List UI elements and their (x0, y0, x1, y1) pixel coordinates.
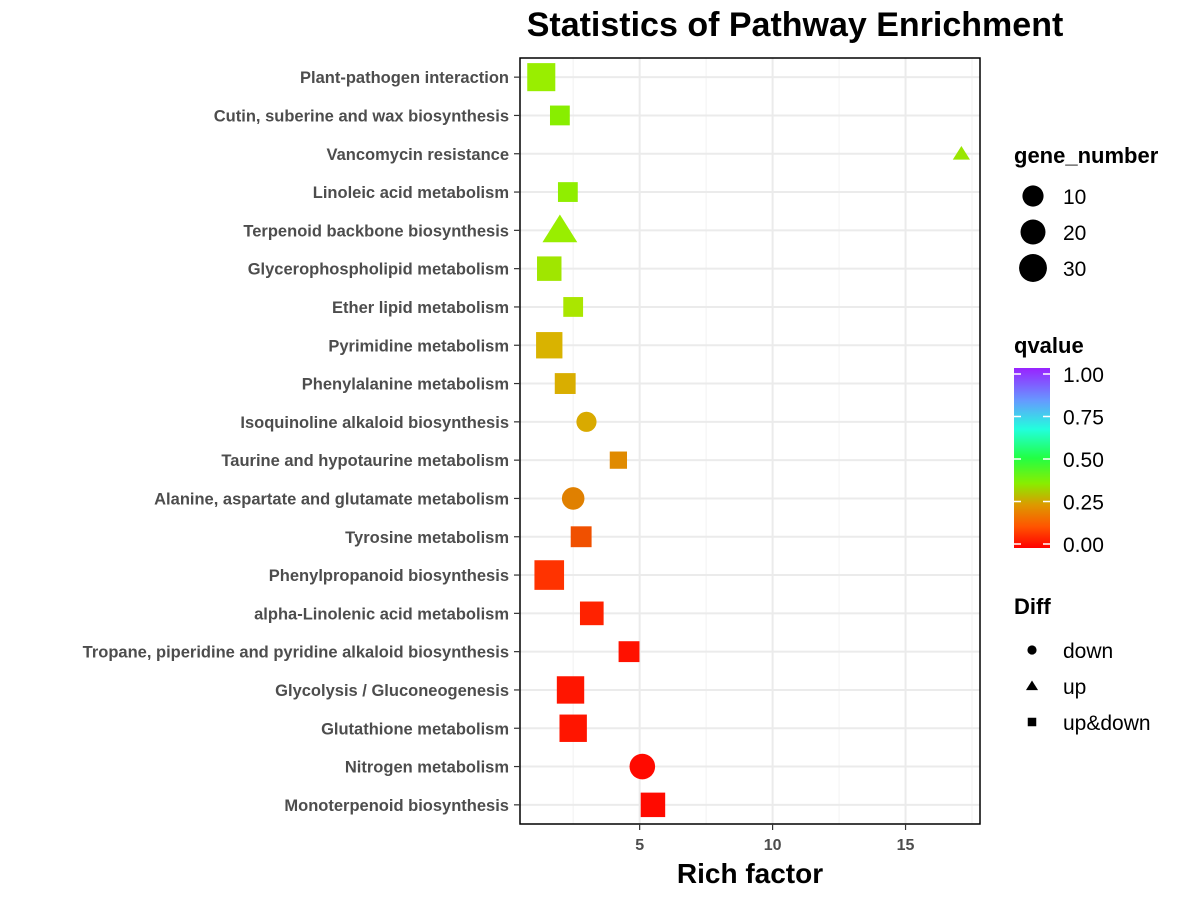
y-tick-label: Phenylpropanoid biosynthesis (269, 567, 509, 585)
data-point (952, 145, 970, 160)
chart-title: Statistics of Pathway Enrichment (527, 6, 1064, 44)
data-point (556, 676, 585, 704)
y-tick-label: Linoleic acid metabolism (313, 184, 509, 202)
data-point (542, 214, 578, 243)
data-point (561, 487, 585, 510)
data-point (557, 182, 578, 202)
y-tick-label: Alanine, aspartate and glutamate metabol… (154, 490, 509, 508)
y-tick-label: Pyrimidine metabolism (328, 337, 509, 355)
gene-number-legend: gene_number 10 20 30 (1014, 143, 1159, 282)
y-tick-label: Plant-pathogen interaction (300, 69, 509, 87)
data-point (536, 332, 563, 359)
diff-legend: Diff down up up&down (1014, 594, 1151, 735)
diff-legend-key (1027, 717, 1037, 727)
qvalue-legend: qvalue 1.00 0.75 0.50 0.25 0.00 (1014, 333, 1104, 557)
data-point (570, 526, 592, 548)
data-point (609, 451, 628, 469)
x-axis-label: Rich factor (677, 858, 823, 889)
x-tick-label: 15 (897, 837, 915, 854)
data-point (618, 641, 640, 663)
data-point (554, 373, 576, 394)
qvalue-tick-label: 0.75 (1063, 407, 1104, 430)
gene-number-legend-key (1019, 254, 1047, 282)
diff-legend-label: down (1063, 640, 1113, 663)
y-tick-label: Glycolysis / Gluconeogenesis (275, 682, 509, 700)
qvalue-tick-label: 0.00 (1063, 534, 1104, 557)
y-tick-label: Taurine and hypotaurine metabolism (221, 452, 509, 470)
x-tick-label: 5 (635, 837, 644, 854)
x-axis-ticks: 5 10 15 (635, 824, 915, 854)
data-point (576, 411, 597, 432)
data-point (640, 792, 666, 818)
y-tick-label: Tyrosine metabolism (345, 529, 509, 547)
diff-legend-label: up&down (1063, 712, 1151, 735)
diff-legend-key (1027, 645, 1037, 655)
data-point (534, 560, 565, 590)
y-tick-label: Nitrogen metabolism (345, 759, 509, 777)
y-tick-label: alpha-Linolenic acid metabolism (254, 605, 509, 623)
gene-number-legend-key (1022, 185, 1044, 207)
data-point (563, 297, 584, 317)
plot-background (520, 58, 980, 824)
data-point (549, 105, 570, 126)
diff-legend-title: Diff (1014, 594, 1051, 619)
qvalue-tick-label: 0.50 (1063, 449, 1104, 472)
y-tick-label: Ether lipid metabolism (332, 299, 509, 317)
y-tick-label: Phenylalanine metabolism (302, 376, 509, 394)
y-tick-label: Isoquinoline alkaloid biosynthesis (240, 414, 509, 432)
gene-number-legend-title: gene_number (1014, 143, 1159, 168)
y-tick-label: Glycerophospholipid metabolism (248, 261, 509, 279)
data-point (527, 63, 556, 92)
data-point (559, 714, 587, 742)
diff-legend-label: up (1063, 676, 1086, 699)
y-tick-label: Terpenoid backbone biosynthesis (243, 222, 509, 240)
y-axis-labels: Plant-pathogen interaction Cutin, suberin… (83, 69, 520, 815)
gene-number-legend-label: 30 (1063, 258, 1086, 281)
y-tick-label: Monoterpenoid biosynthesis (284, 797, 509, 815)
qvalue-colorbar (1014, 368, 1050, 548)
gene-number-legend-label: 20 (1063, 222, 1086, 245)
plot-border (519, 57, 981, 825)
qvalue-tick-label: 1.00 (1063, 364, 1104, 387)
gene-number-legend-key (1020, 219, 1046, 245)
qvalue-tick-label: 0.25 (1063, 492, 1104, 515)
qvalue-legend-title: qvalue (1014, 333, 1084, 358)
diff-legend-key (1025, 680, 1039, 691)
y-tick-label: Tropane, piperidine and pyridine alkaloi… (83, 644, 509, 662)
x-tick-label: 10 (764, 837, 782, 854)
y-tick-label: Vancomycin resistance (326, 146, 509, 164)
grid-lines (520, 58, 980, 824)
y-tick-label: Glutathione metabolism (321, 720, 509, 738)
gene-number-legend-label: 10 (1063, 186, 1086, 209)
data-point (537, 256, 562, 281)
data-point (579, 601, 604, 626)
data-points (527, 63, 970, 818)
y-tick-label: Cutin, suberine and wax biosynthesis (214, 107, 509, 125)
plot-panel (520, 58, 980, 824)
data-point (629, 753, 656, 780)
